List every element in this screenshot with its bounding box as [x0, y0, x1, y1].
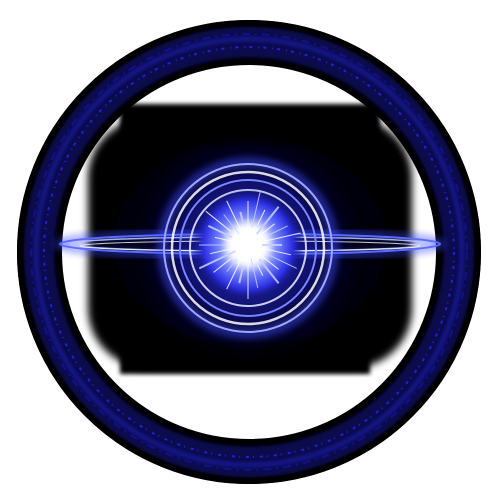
outer-ring [17, 20, 481, 484]
sparkle-ray [226, 258, 238, 272]
sparkle-ray [258, 258, 280, 284]
sparkle-ray [238, 266, 245, 284]
sparkle-ray [255, 206, 280, 235]
sparkle-ray [261, 232, 301, 243]
sparkle-ray [209, 248, 231, 255]
sparkle-ray [239, 211, 245, 224]
sparkle-ray [267, 225, 288, 236]
sparkle-ray [261, 223, 275, 235]
sparkle-ray [250, 258, 259, 289]
sparkle-ray [267, 254, 297, 269]
sparkle-ray [265, 248, 292, 256]
core-center [226, 223, 270, 267]
sparkle-ray [251, 192, 261, 228]
sparkle-burst [198, 192, 301, 299]
sparkle-ray [214, 236, 235, 243]
sparkle-ray [213, 258, 232, 273]
sparkle-ray [226, 200, 241, 230]
sparkle-ray [226, 257, 243, 290]
sparkle-ray [205, 210, 232, 232]
sparkle-ray [223, 214, 240, 235]
sparkle-ray [257, 264, 264, 276]
sparkle-ray [198, 250, 236, 270]
sparkle-ray [257, 209, 266, 226]
sparkle-ray [258, 253, 279, 270]
sparkle-ray [207, 224, 233, 239]
core-rings [158, 158, 338, 338]
